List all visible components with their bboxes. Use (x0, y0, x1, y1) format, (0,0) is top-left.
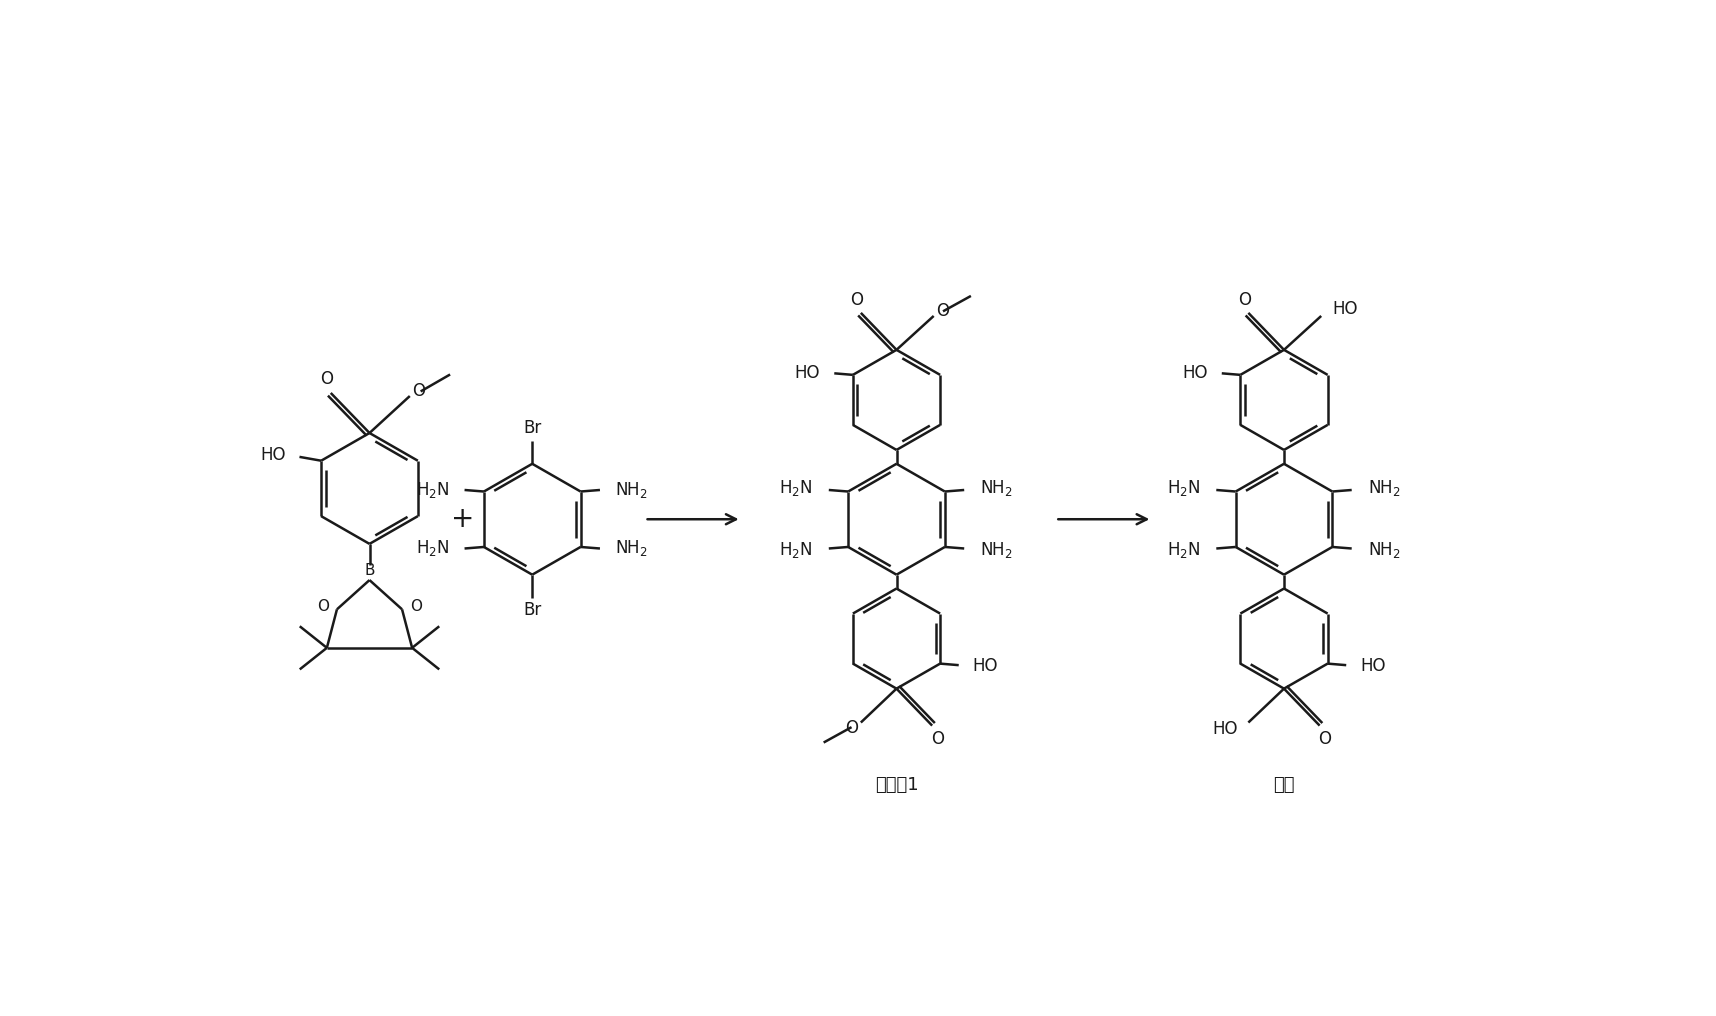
Text: HO: HO (1361, 657, 1387, 675)
Text: H$_2$N: H$_2$N (779, 479, 812, 499)
Text: Br: Br (523, 420, 541, 437)
Text: O: O (410, 598, 422, 614)
Text: O: O (1318, 729, 1332, 748)
Text: O: O (932, 729, 944, 748)
Text: O: O (851, 291, 863, 309)
Text: O: O (412, 382, 426, 400)
Text: HO: HO (973, 657, 999, 675)
Text: 中间体1: 中间体1 (875, 776, 918, 793)
Text: NH$_2$: NH$_2$ (980, 541, 1012, 560)
Text: O: O (321, 370, 333, 388)
Text: 配体: 配体 (1273, 776, 1296, 793)
Text: O: O (937, 302, 949, 320)
Text: NH$_2$: NH$_2$ (1368, 479, 1400, 499)
Text: H$_2$N: H$_2$N (779, 541, 812, 560)
Text: H$_2$N: H$_2$N (1167, 479, 1199, 499)
Text: HO: HO (1332, 300, 1357, 318)
Text: HO: HO (261, 446, 285, 464)
Text: NH$_2$: NH$_2$ (980, 479, 1012, 499)
Text: B: B (364, 563, 374, 578)
Text: HO: HO (1182, 364, 1208, 382)
Text: NH$_2$: NH$_2$ (614, 538, 647, 559)
Text: Br: Br (523, 601, 541, 619)
Text: H$_2$N: H$_2$N (417, 480, 450, 500)
Text: O: O (317, 598, 329, 614)
Text: O: O (844, 719, 858, 737)
Text: HO: HO (1211, 720, 1237, 739)
Text: HO: HO (795, 364, 820, 382)
Text: O: O (1237, 291, 1251, 309)
Text: H$_2$N: H$_2$N (417, 538, 450, 559)
Text: H$_2$N: H$_2$N (1167, 541, 1199, 560)
Text: NH$_2$: NH$_2$ (614, 480, 647, 500)
Text: +: + (451, 505, 474, 533)
Text: NH$_2$: NH$_2$ (1368, 541, 1400, 560)
